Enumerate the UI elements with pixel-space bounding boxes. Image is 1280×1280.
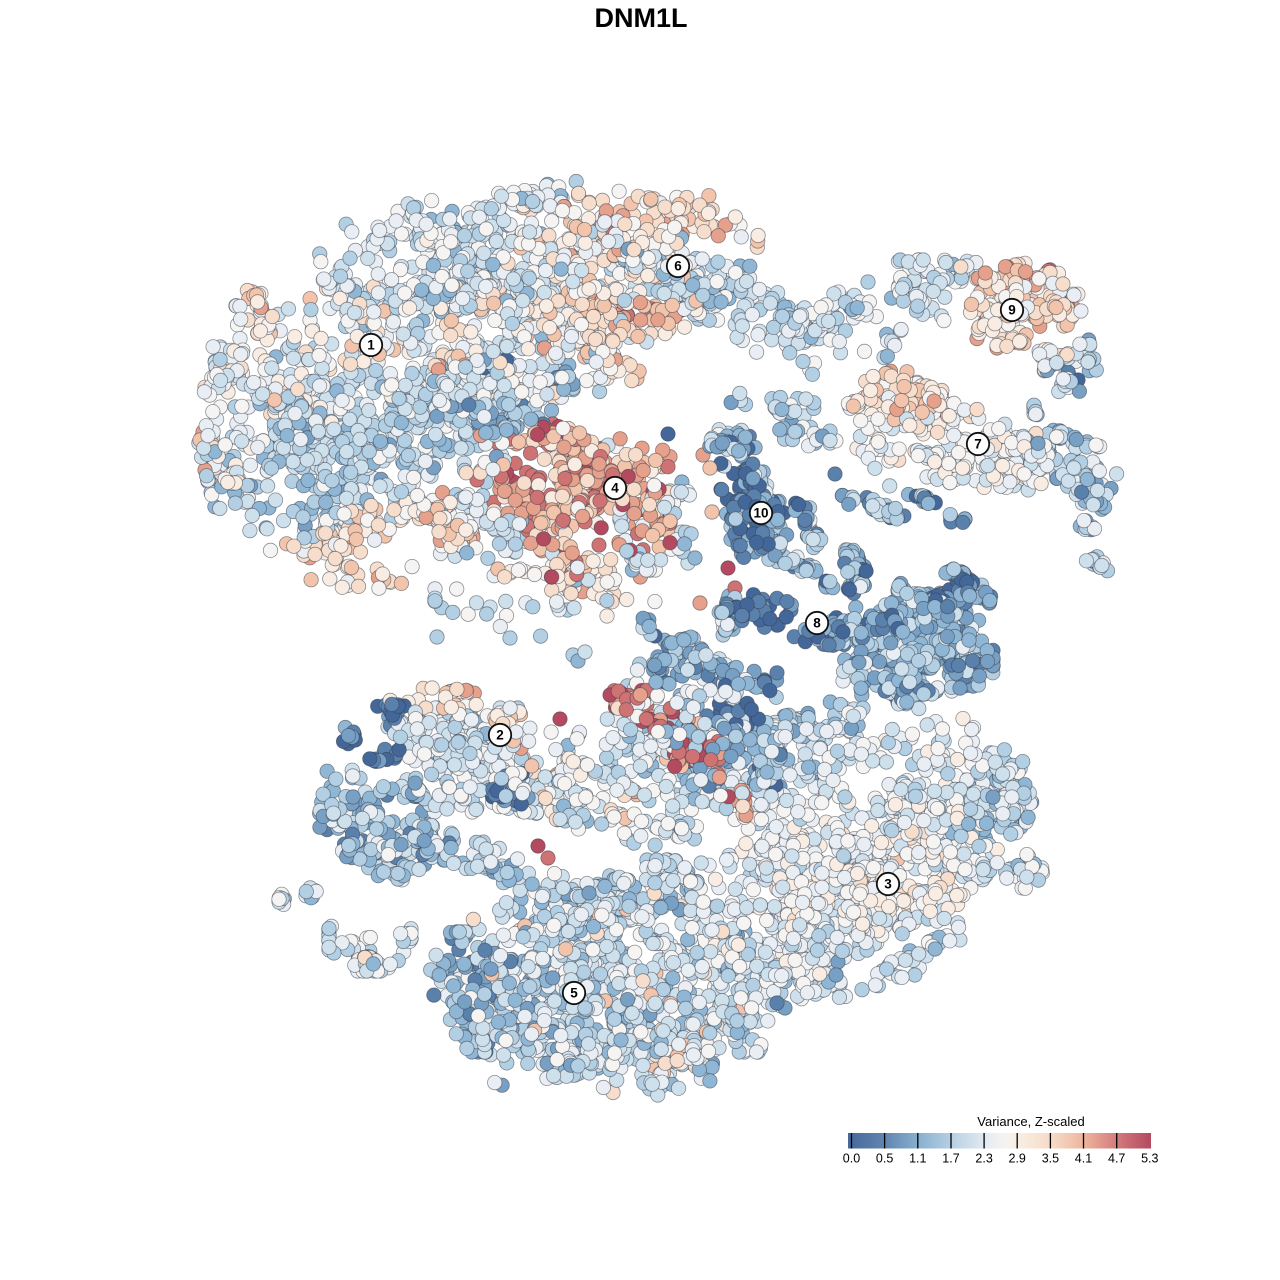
svg-text:DNM1L: DNM1L bbox=[595, 3, 688, 33]
